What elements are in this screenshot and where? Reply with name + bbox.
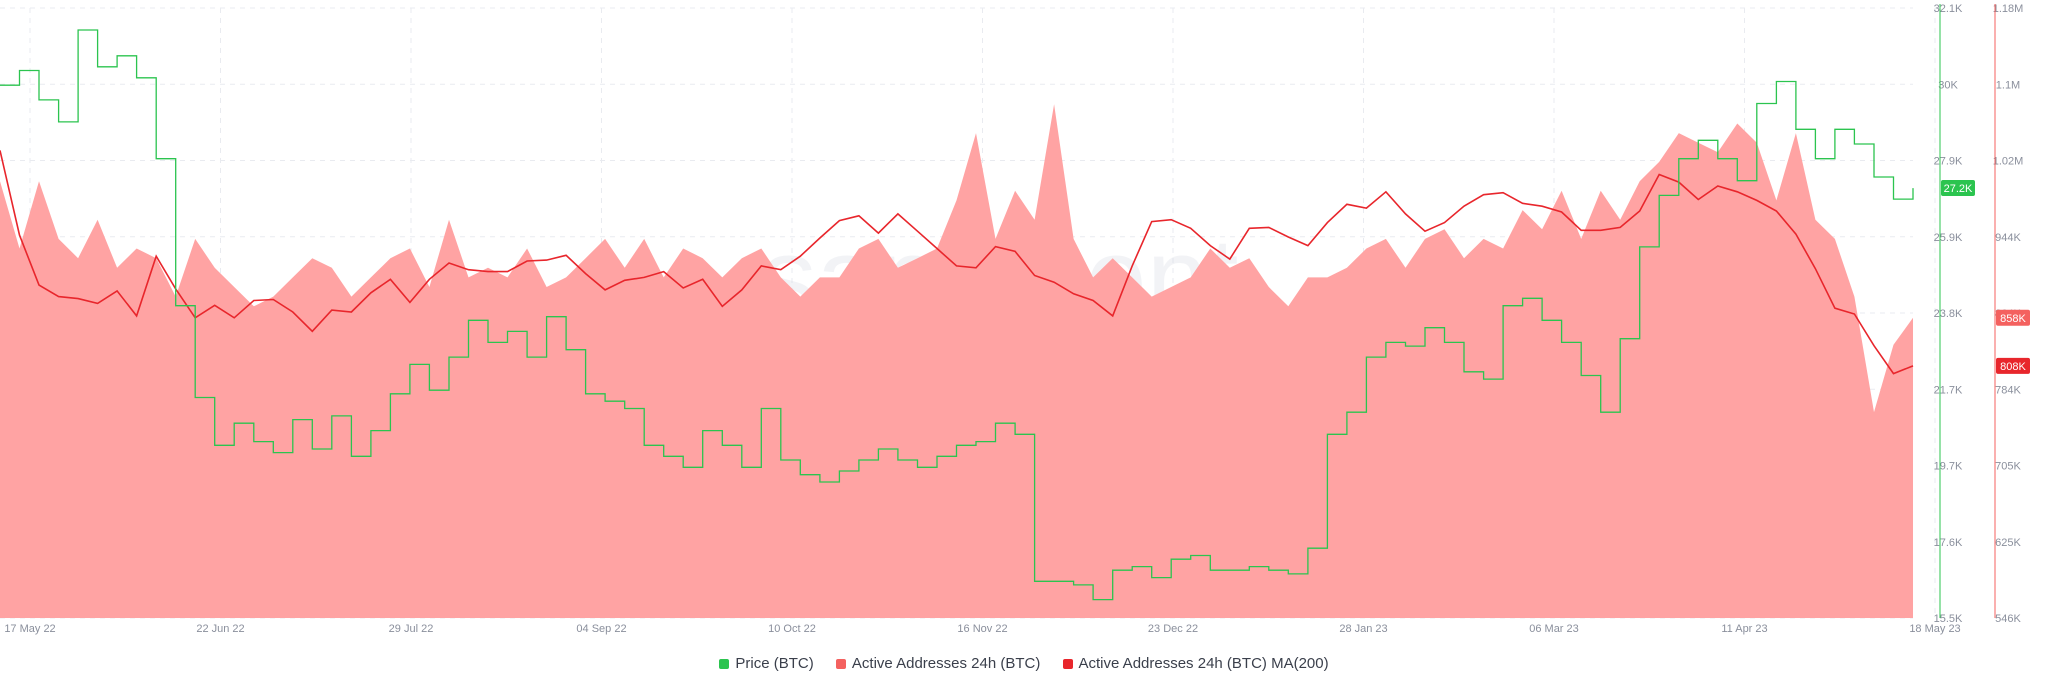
legend-item-price[interactable]: Price (BTC) <box>719 655 814 672</box>
legend-item-active-addresses[interactable]: Active Addresses 24h (BTC) <box>835 655 1041 672</box>
y-tick-left: 32.1K <box>1934 3 1963 15</box>
y-tick-left: 21.7K <box>1934 384 1963 396</box>
y-tick-left: 15.5K <box>1934 613 1963 625</box>
y-tick-right: 784K <box>1995 384 2021 396</box>
x-tick-label: 10 Oct 22 <box>768 623 816 635</box>
x-tick-label: 18 May 23 <box>1909 623 1960 635</box>
y-tick-right: 1.18M <box>1993 3 2024 15</box>
price-badge-text: 27.2K <box>1944 183 1973 195</box>
current-value-badges: 27.2K 858K 808K <box>1941 180 2030 374</box>
y-tick-left: 27.9K <box>1934 156 1963 168</box>
ma200-line <box>0 150 1914 375</box>
price-line-layer <box>0 29 1914 601</box>
x-tick-label: 17 May 22 <box>4 623 55 635</box>
legend-label-ma200: Active Addresses 24h (BTC) MA(200) <box>1078 655 1329 672</box>
ma200-badge-text: 808K <box>2000 361 2026 373</box>
legend: Price (BTC) Active Addresses 24h (BTC) A… <box>0 655 2048 673</box>
active-addresses-area-layer <box>0 104 1913 618</box>
x-tick-label: 23 Dec 22 <box>1148 623 1198 635</box>
y-tick-left: 30K <box>1938 79 1958 91</box>
x-tick-label: 04 Sep 22 <box>576 623 626 635</box>
legend-swatch-active-addresses <box>835 658 846 669</box>
y-tick-left: 25.9K <box>1934 232 1963 244</box>
y-tick-right: 944K <box>1995 232 2021 244</box>
active-addresses-area <box>0 104 1913 618</box>
y-tick-left: 19.7K <box>1934 461 1963 473</box>
y-tick-right: 1.02M <box>1993 156 2024 168</box>
x-tick-label: 28 Jan 23 <box>1339 623 1387 635</box>
y-tick-right: 546K <box>1995 613 2021 625</box>
active-addresses-badge-bg <box>1996 309 2030 326</box>
axis-layer: 32.1K 1.18M 30K 1.1M 27.9K 1.02M 25.9K 944K 23.8… <box>4 3 2023 635</box>
y-tick-right: 705K <box>1995 461 2021 473</box>
legend-swatch-ma200 <box>1062 658 1073 669</box>
x-tick-label: 16 Nov 22 <box>957 623 1007 635</box>
ma200-badge-bg <box>1996 357 2030 374</box>
x-tick-label: 22 Jun 22 <box>196 623 244 635</box>
legend-item-ma200[interactable]: Active Addresses 24h (BTC) MA(200) <box>1062 655 1329 672</box>
legend-label-active-addresses: Active Addresses 24h (BTC) <box>851 655 1041 672</box>
legend-swatch-price <box>719 658 730 669</box>
legend-label-price: Price (BTC) <box>735 655 814 672</box>
ma200-line-layer <box>0 150 1914 375</box>
price-line <box>0 29 1914 601</box>
active-addresses-badge-text: 858K <box>2000 313 2026 325</box>
x-tick-label: 29 Jul 22 <box>389 623 434 635</box>
price-badge-bg <box>1941 180 1975 197</box>
x-tick-label: 06 Mar 23 <box>1529 623 1579 635</box>
y-tick-right: 625K <box>1995 537 2021 549</box>
x-tick-label: 11 Apr 23 <box>1721 623 1767 635</box>
y-tick-left: 23.8K <box>1934 308 1963 320</box>
y-tick-right: 1.1M <box>1996 79 2020 91</box>
y-tick-left: 17.6K <box>1934 537 1963 549</box>
